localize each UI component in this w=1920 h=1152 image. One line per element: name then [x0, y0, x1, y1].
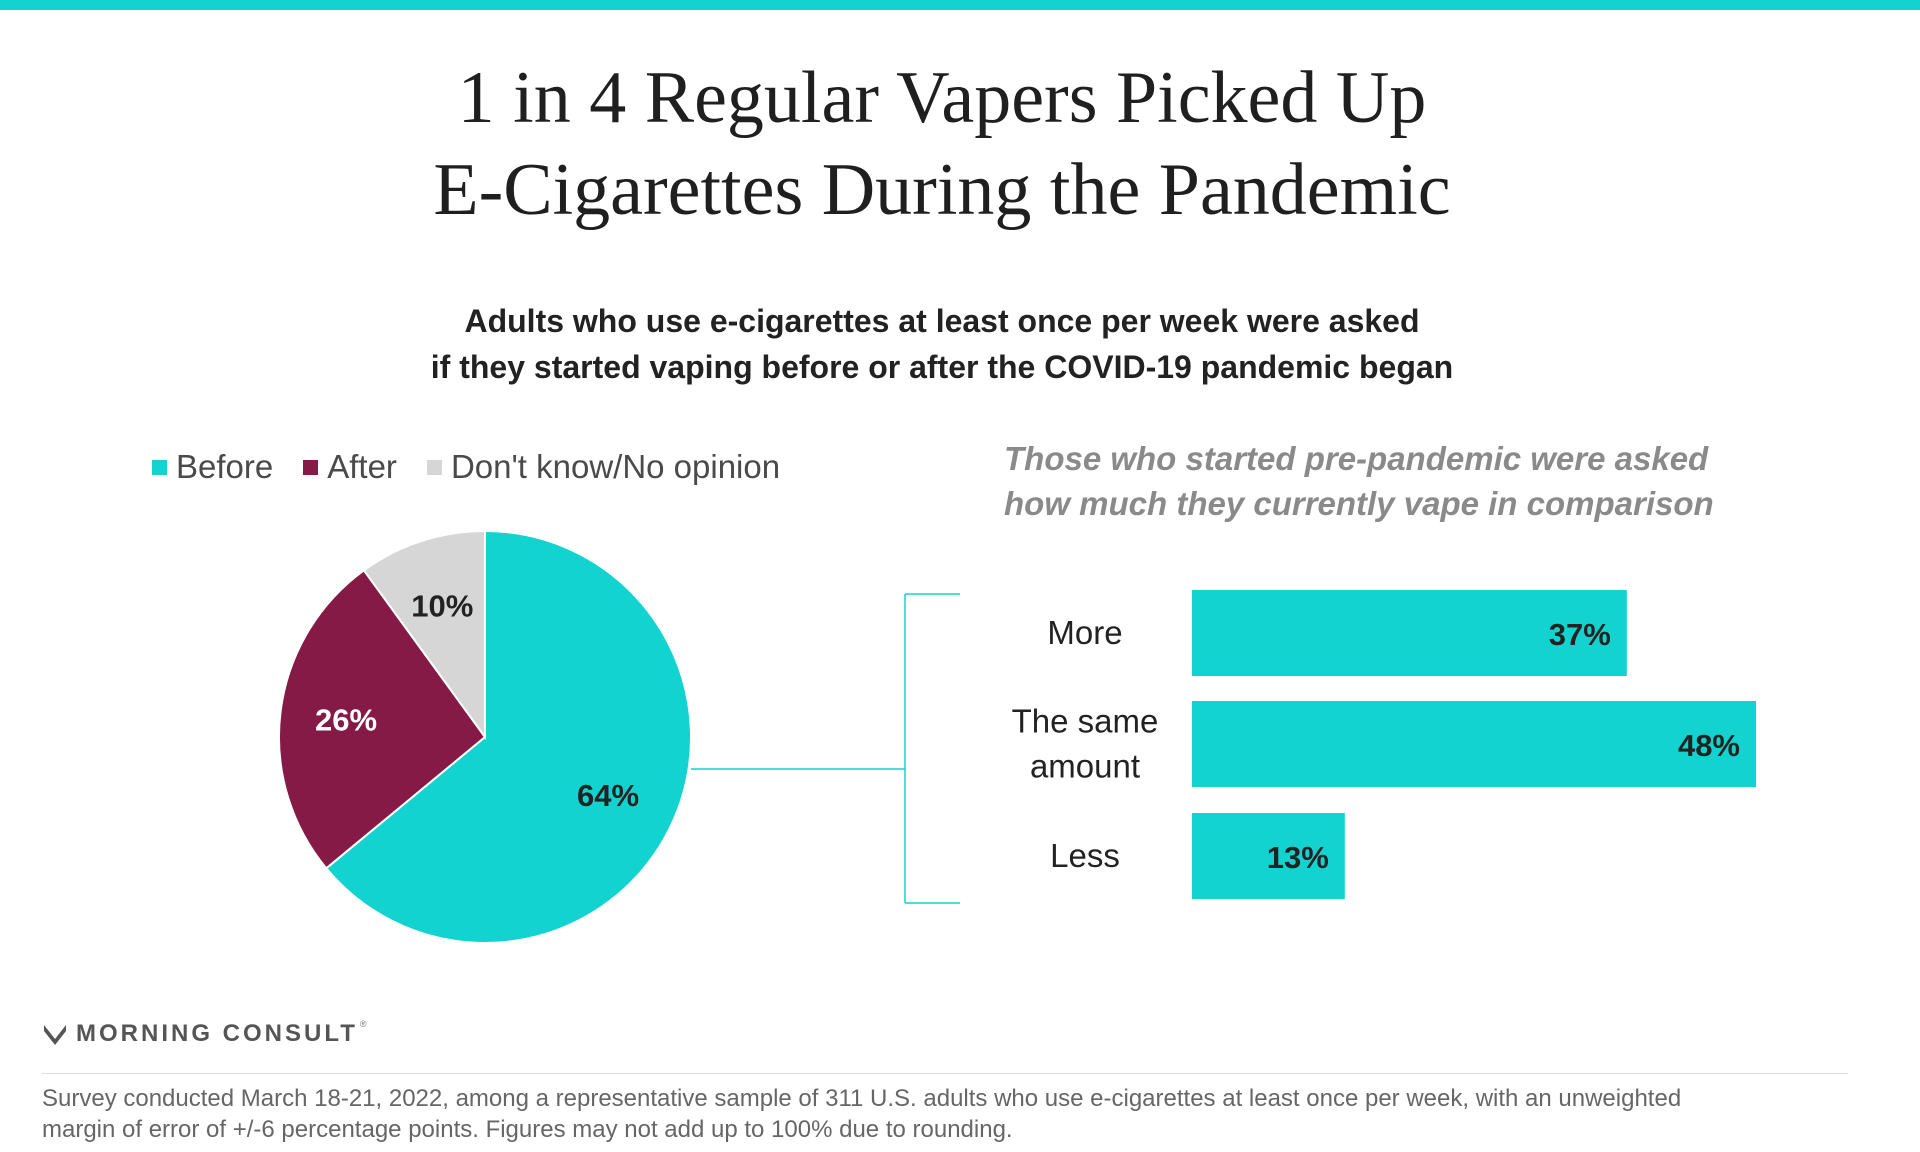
pie-to-bar-connector	[691, 593, 960, 904]
brand-logo: MORNING CONSULT ®	[42, 1017, 367, 1051]
legend-item-don-t-know-no-opinion: Don't know/No opinion	[426, 448, 781, 486]
bar-chart-heading: Those who started pre-pandemic were aske…	[1004, 436, 1824, 526]
bar-category-label-line: amount	[1030, 748, 1140, 785]
bar-category-label-the-same-amount: The same amount	[1012, 703, 1159, 785]
brand-name: MORNING CONSULT	[76, 1020, 358, 1047]
footer-divider	[42, 1073, 1848, 1074]
legend-label-don-t-know-no-opinion: Don't know/No opinion	[450, 448, 781, 485]
footnote-line-2: margin of error of +/-6 percentage point…	[42, 1116, 1013, 1143]
bar-category-label-less: Less	[1050, 837, 1120, 874]
legend-swatch-don-t-know-no-opinion	[426, 459, 442, 475]
bar-value-label-less: 13%	[1267, 840, 1329, 875]
pie-slice-after	[278, 568, 487, 870]
pie-slice-before	[324, 529, 692, 944]
bar-chart-heading-line-2: how much they currently vape in comparis…	[1004, 485, 1714, 522]
bar-category-label-line: The same	[1012, 703, 1159, 740]
legend-swatch-before	[152, 459, 167, 475]
bar-category-label-line: Less	[1050, 837, 1120, 874]
chart-title-line-2: E-Cigarettes During the Pandemic	[433, 149, 1451, 231]
bar-chart: 37% More 48% The same amount 13% Less	[1012, 590, 1756, 899]
legend-label-after: After	[327, 448, 397, 485]
footnote-line-1: Survey conducted March 18-21, 2022, amon…	[42, 1085, 1682, 1112]
chart-title-line-1: 1 in 4 Regular Vapers Picked Up	[457, 57, 1427, 139]
chart-title: 1 in 4 Regular Vapers Picked Up E-Cigare…	[0, 52, 1884, 236]
bar-less	[1192, 813, 1345, 899]
legend-item-before: Before	[152, 448, 273, 486]
pie-legend: Before After Don't know/No opinion	[152, 446, 810, 488]
chart-canvas: 64% 26% 10% 37% More 48% The same amount 13% Les…	[278, 529, 1756, 944]
bar-category-label-line: More	[1047, 614, 1122, 651]
bar-category-label-more: More	[1047, 614, 1122, 651]
pie-label-before: 64%	[577, 778, 639, 813]
bar-value-label-more: 37%	[1549, 617, 1611, 652]
brand-registered-mark: ®	[359, 1019, 367, 1029]
legend-item-after: After	[303, 448, 397, 486]
bar-more	[1192, 590, 1627, 676]
pie-chart: 64% 26% 10%	[278, 529, 692, 944]
chart-subtitle-line-2: if they started vaping before or after t…	[430, 349, 1454, 385]
legend-swatch-after	[303, 459, 319, 475]
survey-footnote: Survey conducted March 18-21, 2022, amon…	[42, 1083, 1882, 1145]
bar-the-same-amount	[1192, 701, 1756, 787]
chart-subtitle-line-1: Adults who use e-cigarettes at least onc…	[464, 303, 1420, 339]
chart-subtitle: Adults who use e-cigarettes at least onc…	[0, 298, 1884, 390]
legend-label-before: Before	[176, 448, 274, 485]
pie-slice-don-t-know-no-opinion	[362, 529, 486, 741]
bar-value-label-the-same-amount: 48%	[1678, 728, 1740, 763]
pie-label-don-t-know-no-opinion: 10%	[411, 589, 473, 624]
pie-label-after: 26%	[315, 702, 377, 737]
bar-chart-heading-line-1: Those who started pre-pandemic were aske…	[1004, 440, 1709, 477]
top-accent-stripe	[0, 0, 1920, 10]
morning-consult-logo-icon	[44, 1025, 66, 1045]
